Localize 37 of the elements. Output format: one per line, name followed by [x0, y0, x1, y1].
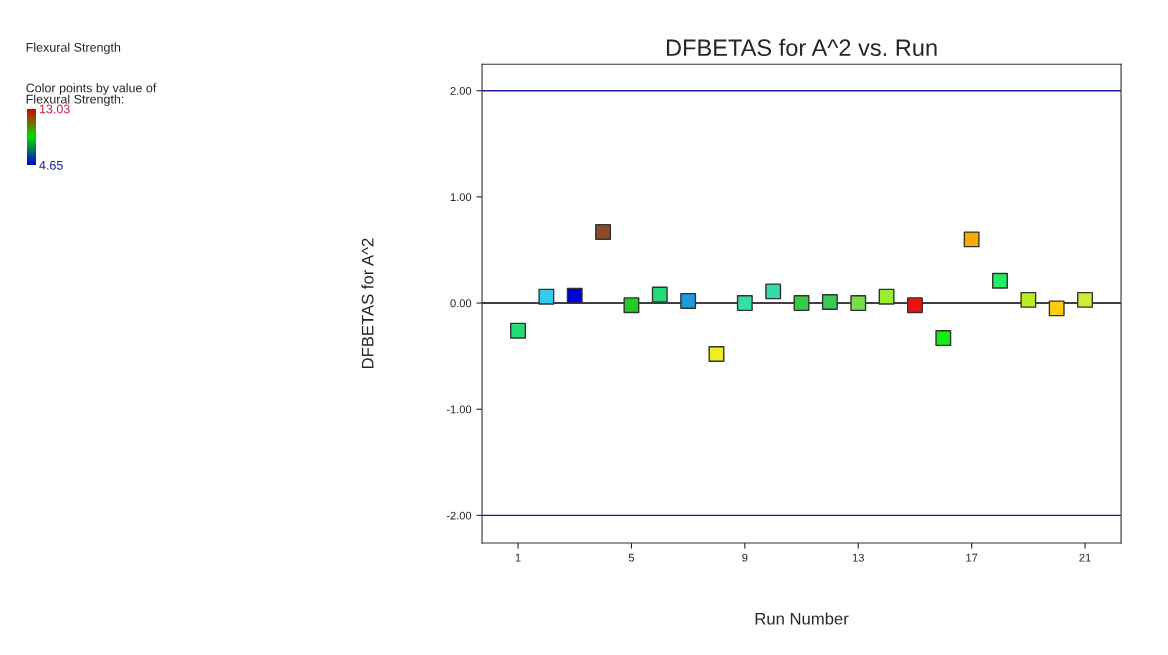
point — [1020, 291, 1037, 308]
x-tick-label: 21 — [1079, 553, 1091, 562]
point — [906, 297, 923, 314]
y-tick-label: 2.00 — [450, 87, 472, 95]
point — [1077, 291, 1094, 308]
y-tick-label: -1.00 — [446, 405, 472, 414]
point — [850, 295, 867, 312]
point — [821, 294, 838, 310]
point — [736, 295, 753, 312]
y-axis-title: DFBETAS for A^2 — [361, 238, 374, 369]
point — [1048, 300, 1065, 317]
point — [935, 330, 952, 347]
x-tick-label: 1 — [515, 553, 521, 562]
x-tick-label: 17 — [966, 553, 978, 562]
point — [538, 288, 555, 305]
point — [680, 292, 697, 309]
color-bar-label: 4.65 — [39, 160, 63, 170]
point — [595, 223, 612, 240]
y-tick-label: -2.00 — [446, 511, 472, 520]
point — [878, 288, 895, 305]
x-axis-title: Run Number — [755, 612, 849, 625]
point — [651, 286, 668, 303]
point — [992, 272, 1008, 289]
point — [708, 346, 725, 362]
chart-title: DFBETAS for A^2 vs. Run — [666, 38, 937, 57]
x-tick-label: 5 — [628, 553, 635, 562]
x-tick-label: 13 — [852, 553, 864, 562]
point — [566, 287, 583, 304]
point — [623, 297, 640, 314]
point — [510, 322, 527, 339]
point — [963, 231, 980, 248]
point — [765, 283, 782, 300]
y-tick-label: 1.00 — [450, 193, 472, 202]
x-tick-label: 9 — [742, 553, 748, 562]
y-tick-label: 0.00 — [450, 299, 472, 308]
point — [793, 295, 810, 312]
text: Flexural Strength — [26, 42, 121, 55]
